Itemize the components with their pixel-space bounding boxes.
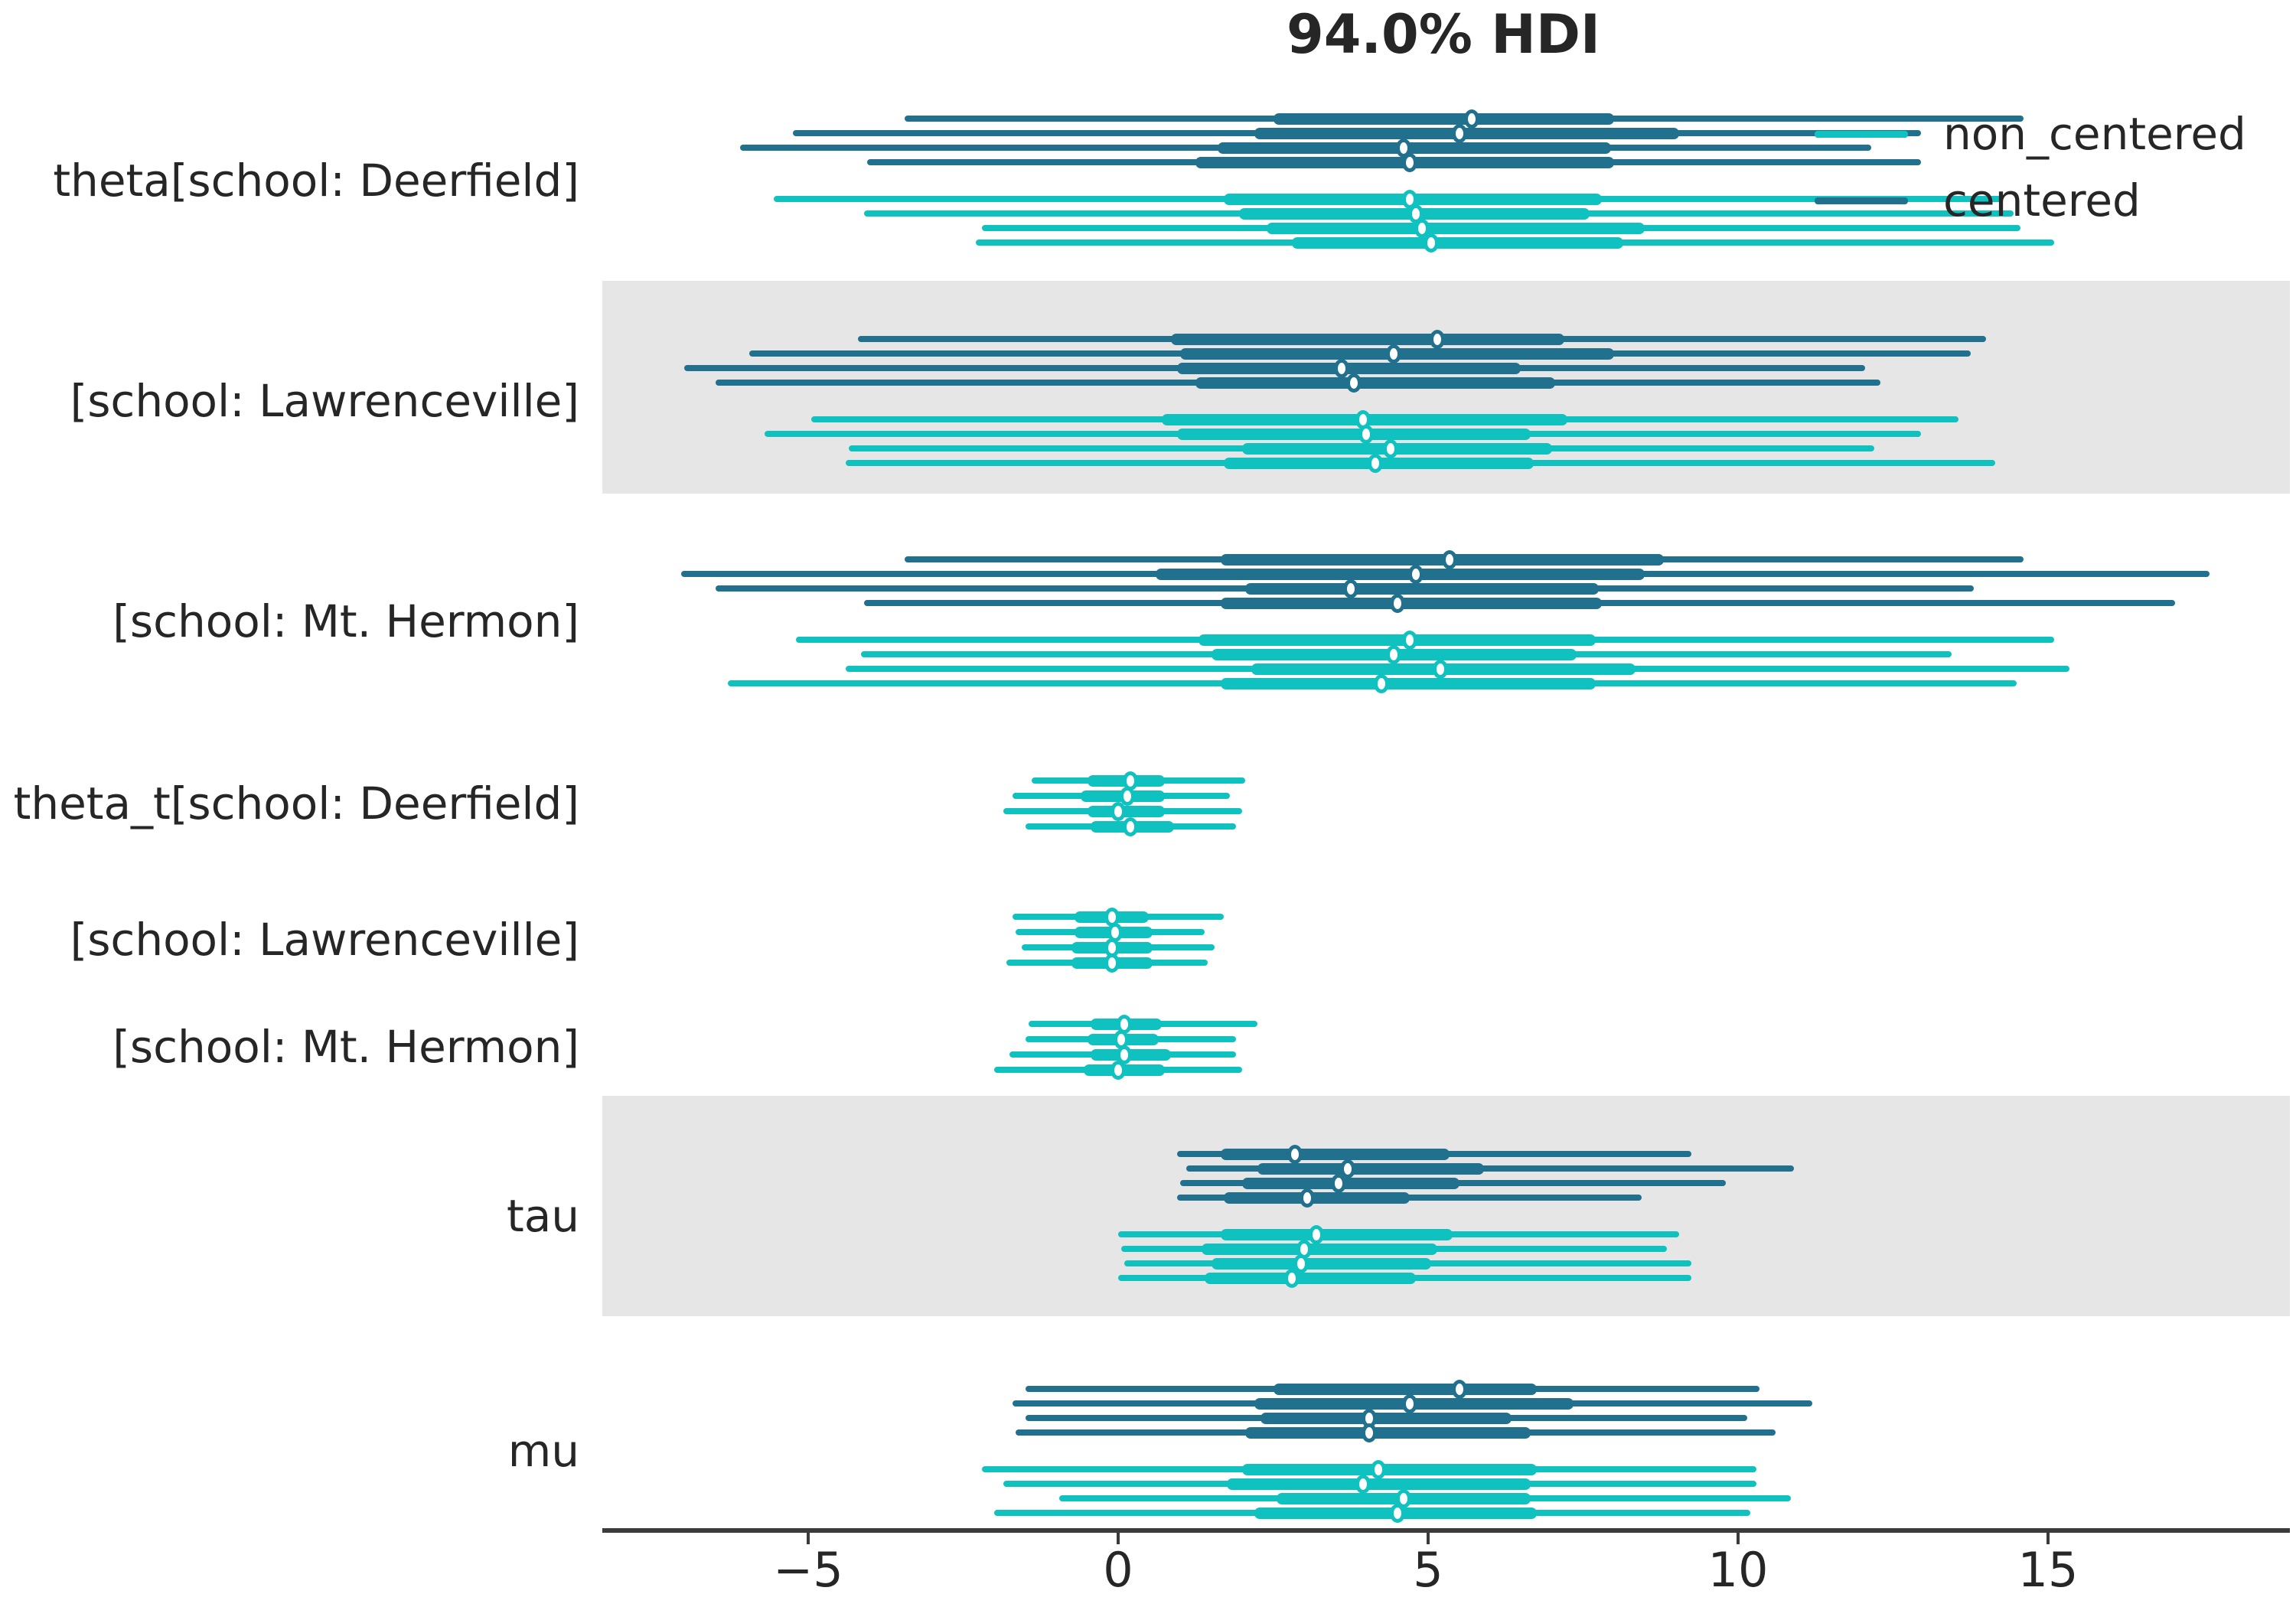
legend-non_centered-line: [1815, 131, 1908, 138]
hdi-94-line: [1176, 1195, 1642, 1201]
median-marker: [1123, 817, 1139, 836]
median-marker: [1424, 233, 1440, 253]
legend-centered-line: [1815, 197, 1908, 204]
parameter-label: [school: Lawrenceville]: [70, 914, 579, 966]
median-marker: [1342, 579, 1358, 598]
quartile-line: [1176, 362, 1521, 374]
quartile-line: [1220, 597, 1602, 609]
median-marker: [1358, 424, 1374, 444]
median-marker: [1407, 564, 1424, 584]
median-marker: [1374, 673, 1390, 693]
median-marker: [1395, 138, 1411, 158]
parameter-label: tau: [506, 1190, 579, 1242]
parameter-label: [school: Mt. Hermon]: [113, 1021, 579, 1073]
quartile-line: [1267, 222, 1645, 234]
plot-title: 94.0% HDI: [1287, 3, 1600, 66]
x-axis-tick: [1737, 1530, 1740, 1544]
quartile-line: [1291, 236, 1624, 249]
median-marker: [1395, 1488, 1411, 1508]
quartile-line: [1245, 582, 1599, 595]
x-axis-tick-label: 5: [1413, 1542, 1443, 1598]
quartile-line: [1220, 1148, 1450, 1160]
median-marker: [1110, 801, 1126, 821]
quartile-line: [1211, 1257, 1432, 1270]
quartile-line: [1199, 634, 1596, 646]
quartile-line: [1242, 1463, 1537, 1475]
x-axis-tick-label: −5: [773, 1542, 843, 1598]
quartile-line: [1223, 1191, 1410, 1204]
x-axis-tick-label: 10: [1707, 1542, 1769, 1598]
median-marker: [1442, 549, 1458, 569]
median-marker: [1389, 593, 1405, 613]
median-marker: [1371, 1459, 1387, 1479]
median-marker: [1110, 1060, 1126, 1080]
median-marker: [1117, 1045, 1133, 1064]
median-marker: [1451, 123, 1467, 143]
quartile-line: [1155, 568, 1645, 580]
median-marker: [1386, 344, 1402, 363]
quartile-line: [1254, 127, 1680, 139]
median-marker: [1430, 329, 1446, 349]
legend-non_centered-label: non_centered: [1943, 108, 2246, 160]
quartile-line: [1217, 142, 1611, 154]
median-marker: [1451, 1379, 1467, 1399]
median-marker: [1433, 659, 1449, 679]
parameter-label: theta[school: Deerfield]: [53, 155, 579, 207]
quartile-line: [1176, 428, 1531, 440]
median-marker: [1401, 152, 1417, 172]
quartile-line: [1273, 112, 1614, 125]
median-marker: [1287, 1144, 1303, 1164]
median-marker: [1333, 358, 1349, 378]
x-axis-tick: [807, 1530, 810, 1544]
quartile-line: [1226, 1478, 1531, 1490]
x-axis-tick-label: 0: [1103, 1542, 1133, 1598]
median-marker: [1414, 218, 1430, 238]
median-marker: [1300, 1188, 1316, 1208]
median-marker: [1383, 438, 1399, 458]
x-axis-tick: [2047, 1530, 2050, 1544]
quartile-line: [1170, 333, 1565, 345]
quartile-line: [1220, 1228, 1453, 1240]
hdi-94-line: [1186, 1165, 1794, 1172]
legend-centered-label: centered: [1943, 174, 2141, 227]
shaded-row-band: [602, 1096, 2290, 1316]
median-marker: [1401, 630, 1417, 650]
median-marker: [1463, 109, 1479, 129]
quartile-line: [1220, 553, 1664, 566]
median-marker: [1339, 1159, 1355, 1178]
median-marker: [1283, 1268, 1300, 1288]
median-marker: [1309, 1224, 1325, 1244]
quartile-line: [1202, 1243, 1438, 1255]
median-marker: [1345, 373, 1362, 393]
parameter-label: theta_t[school: Deerfield]: [13, 777, 579, 830]
parameter-label: mu: [507, 1425, 579, 1477]
median-marker: [1368, 453, 1384, 473]
quartile-line: [1257, 1162, 1484, 1175]
quartile-line: [1261, 1412, 1512, 1424]
median-marker: [1362, 1423, 1378, 1442]
quartile-line: [1273, 1383, 1537, 1395]
median-marker: [1330, 1173, 1346, 1193]
median-marker: [1120, 786, 1136, 806]
quartile-line: [1242, 1177, 1459, 1189]
median-marker: [1293, 1253, 1309, 1273]
x-axis-spine: [602, 1528, 2290, 1533]
median-marker: [1386, 644, 1402, 664]
median-marker: [1104, 953, 1120, 973]
quartile-line: [1220, 677, 1596, 689]
median-marker: [1355, 1474, 1371, 1494]
x-axis-tick-label: 15: [2017, 1542, 2079, 1598]
median-marker: [1401, 1393, 1417, 1413]
median-marker: [1389, 1503, 1405, 1523]
quartile-line: [1245, 1426, 1531, 1439]
quartile-line: [1195, 376, 1556, 389]
parameter-label: [school: Mt. Hermon]: [113, 595, 579, 647]
quartile-line: [1087, 805, 1165, 817]
x-axis-tick: [1117, 1530, 1120, 1544]
parameter-label: [school: Lawrenceville]: [70, 375, 579, 427]
x-axis-tick: [1427, 1530, 1430, 1544]
quartile-line: [1205, 1272, 1416, 1284]
